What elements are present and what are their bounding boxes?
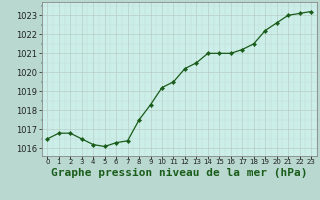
X-axis label: Graphe pression niveau de la mer (hPa): Graphe pression niveau de la mer (hPa) <box>51 168 308 178</box>
